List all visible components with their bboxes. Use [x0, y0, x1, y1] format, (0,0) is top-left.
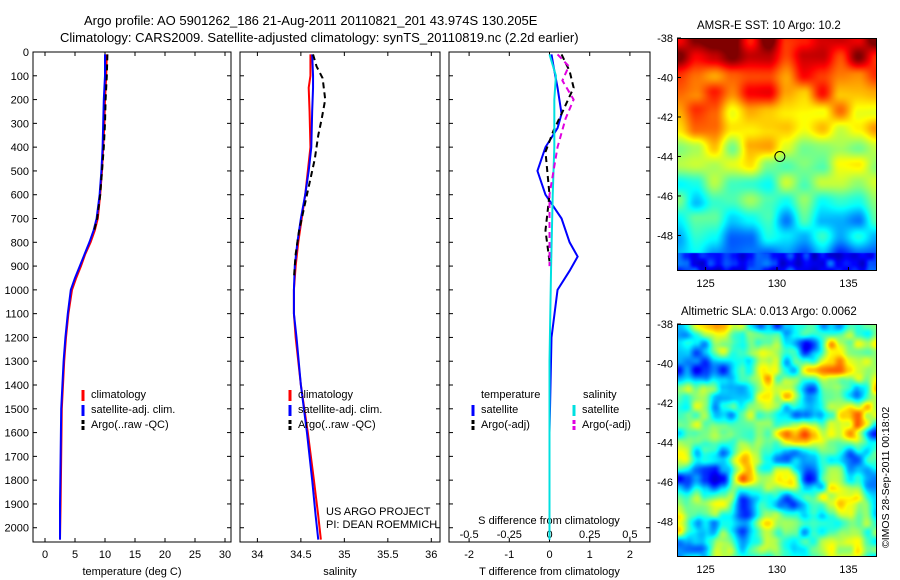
x-tick-label: 36: [425, 549, 437, 561]
y-tick-label: 300: [11, 118, 29, 130]
top-x-tick-label: 0.5: [622, 529, 637, 541]
credit-line-2: PI: DEAN ROEMMICH: [326, 519, 438, 531]
timestamp: ©IMOS 28-Sep-2011 00:18:02: [880, 406, 892, 548]
y-tick-label: 1500: [5, 404, 29, 416]
series-salinity-satellite: [548, 54, 557, 540]
legend-label: Argo(-adj): [481, 419, 530, 431]
top-x-tick-label: -0.5: [460, 529, 479, 541]
y-tick-label: 1700: [5, 451, 29, 463]
map-x-tick-label: 125: [696, 278, 714, 290]
legend-label: satellite: [582, 404, 619, 416]
y-tick-label: 0: [23, 47, 29, 59]
legend-label: satellite-adj. clim.: [91, 404, 175, 416]
x-axis-label: temperature (deg C): [82, 566, 181, 578]
top-x-tick-label: 0.25: [579, 529, 600, 541]
y-tick-label: 1200: [5, 332, 29, 344]
y-tick-label: 1800: [5, 475, 29, 487]
sla-map-title: Altimetric SLA: 0.013 Argo: 0.0062: [681, 306, 857, 318]
series-climatology: [59, 54, 108, 540]
legend-label: Argo(..raw -QC): [91, 419, 169, 431]
temperature-panel: 0 5 10 15 20 25 30 temperature (deg C) 0 100 200 30…: [5, 47, 232, 578]
x-tick-label: 25: [189, 549, 201, 561]
y-tick-label: 1300: [5, 356, 29, 368]
y-tick-label: 1100: [5, 309, 29, 321]
legend-title-temperature: temperature: [481, 389, 540, 401]
series-satellite-adj-clim-: [59, 54, 106, 540]
y-tick-label: 600: [11, 190, 29, 202]
x-tick-label: 35.5: [377, 549, 398, 561]
map-x-tick-label: 130: [768, 278, 786, 290]
map-x-tick-label: 125: [696, 564, 714, 576]
legend-label: satellite: [481, 404, 518, 416]
series-satellite-adj-clim-: [292, 54, 320, 540]
legend-label: Argo(..raw -QC): [298, 419, 376, 431]
map-x-tick-label: 130: [768, 564, 786, 576]
salinity-panel: 34 34.5 35 35.5 36 salinity climatology satelli…: [239, 51, 441, 578]
x-tick-label: 0: [546, 549, 552, 561]
y-tick-label: 2000: [5, 523, 29, 535]
series-argo-raw-qc-: [292, 54, 327, 279]
x-tick-label: 1: [587, 549, 593, 561]
x-tick-label: 5: [72, 549, 78, 561]
y-tick-label: 1000: [5, 285, 29, 297]
legend-label: Argo(-adj): [582, 419, 631, 431]
x-tick-label: 10: [99, 549, 111, 561]
legend-label: climatology: [298, 389, 354, 401]
y-tick-label: 1400: [5, 380, 29, 392]
header-line-2: Climatology: CARS2009. Satellite-adjuste…: [60, 30, 579, 45]
x-axis-label: T difference from climatology: [479, 566, 620, 578]
x-tick-label: 35: [338, 549, 350, 561]
series-temperature-argo-adj-: [544, 53, 575, 262]
y-tick-label: 200: [11, 95, 29, 107]
map-x-tick-label: 135: [839, 564, 857, 576]
difference-panel: -2 -1 0 1 2 T difference from climatology -0.5…: [448, 51, 651, 578]
series-temperature-satellite: [536, 54, 579, 540]
y-tick-label: 1600: [5, 428, 29, 440]
x-tick-label: 20: [159, 549, 171, 561]
x-tick-label: 30: [219, 549, 231, 561]
series-salinity-argo-adj-: [548, 53, 575, 267]
header-line-1: Argo profile: AO 5901262_186 21-Aug-2011…: [84, 13, 538, 28]
sla-map: [677, 324, 877, 557]
panel-frame: [32, 51, 232, 543]
x-tick-label: 34: [251, 549, 263, 561]
legend-label: satellite-adj. clim.: [298, 404, 382, 416]
y-tick-label: 800: [11, 237, 29, 249]
sst-map-title: AMSR-E SST: 10 Argo: 10.2: [697, 20, 841, 32]
sst-map: [677, 38, 877, 271]
y-tick-label: 100: [11, 71, 29, 83]
y-tick-label: 1900: [5, 499, 29, 511]
x-tick-label: 15: [129, 549, 141, 561]
x-axis-label: salinity: [323, 566, 357, 578]
x-tick-label: 2: [627, 549, 633, 561]
credit-line-1: US ARGO PROJECT: [326, 506, 431, 518]
series-argo-raw-qc-: [93, 54, 109, 231]
legend-label: climatology: [91, 389, 147, 401]
series-climatology: [292, 54, 322, 540]
x-tick-label: -2: [464, 549, 474, 561]
x-tick-label: 34.5: [290, 549, 311, 561]
panel-frame: [239, 51, 441, 543]
x-tick-label: -1: [504, 549, 514, 561]
y-tick-label: 500: [11, 166, 29, 178]
y-tick-label: 700: [11, 214, 29, 226]
map-x-tick-label: 135: [839, 278, 857, 290]
y-tick-label: 900: [11, 261, 29, 273]
legend-title-salinity: salinity: [583, 389, 617, 401]
top-x-tick-label: -0.25: [497, 529, 522, 541]
y-tick-label: 400: [11, 142, 29, 154]
x-tick-label: 0: [42, 549, 48, 561]
